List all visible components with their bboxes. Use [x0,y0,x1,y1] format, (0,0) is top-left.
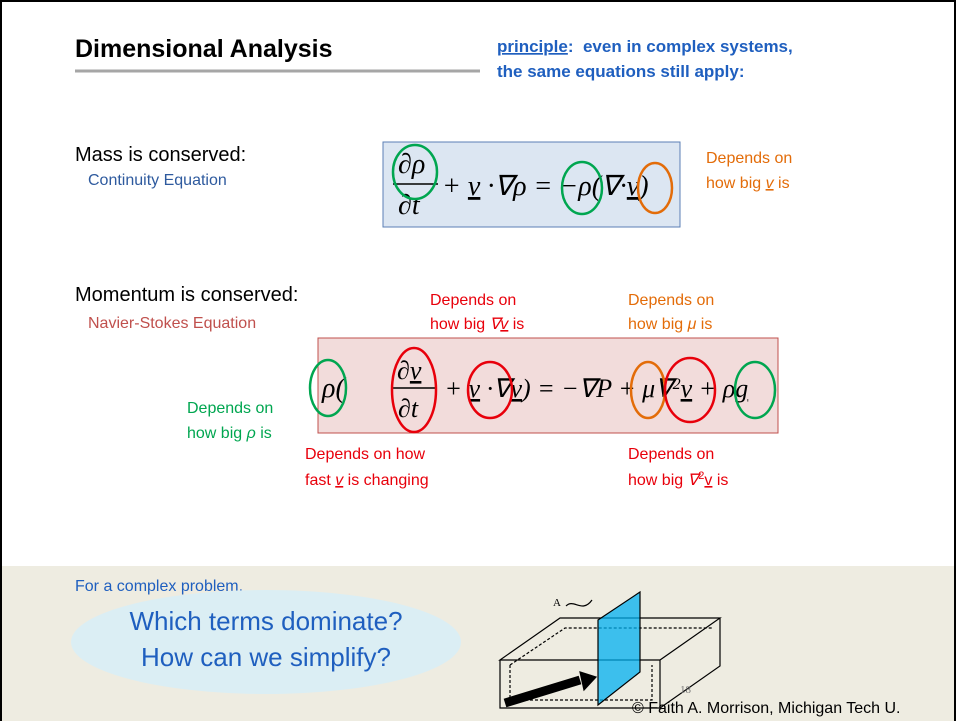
term-circle [636,161,674,215]
eq-term: v [681,374,693,403]
annotation-part: fast [305,472,335,489]
annotation: how big v is [706,175,790,192]
eq-term: v [468,171,481,202]
slide-title: Dimensional Analysis [75,35,333,63]
eq-term: + [438,374,469,403]
equation-terms: + v ·∇v) = −∇P + μ∇2v + ρg [438,374,748,403]
annotation: Depends on how [305,446,426,463]
annotation-part: is [696,316,712,333]
annotation: Depends on [628,292,714,309]
prompt: For a complex problem, [75,578,243,595]
annotation-part: v [704,472,712,489]
eq-term: v [511,374,523,403]
equation-name: Navier-Stokes Equation [88,315,256,332]
term-circle [733,360,777,420]
equation-denominator: ∂t [398,394,419,423]
eq-term: g [735,374,748,403]
cut-plane [597,590,641,707]
term-circle [560,160,604,216]
annotation: fast v is changing [305,472,429,489]
principle-text: : even in complex systems, [568,37,793,56]
eq-term: 2 [673,376,681,393]
channel-diagram [498,590,722,709]
label-leader [565,599,593,607]
equation-lhs: ρ( [321,373,346,404]
eq-term: v [627,171,640,202]
channel-inner [509,627,712,701]
annotation-part: is changing [343,472,428,489]
principle-line: principle: even in complex systems, [497,37,793,56]
annotation-part: how big [430,316,490,333]
annotation: Depends on [628,446,714,463]
annotation-part: ρ [246,425,256,442]
annotation-part: v [766,175,775,192]
annotation-part: how big [628,316,688,333]
annotation: how big ρ is [187,425,272,442]
term-circle [390,346,438,434]
flow-arrowhead [579,671,598,692]
annotation-part: v [500,316,509,333]
question: How can we simplify? [141,642,391,672]
section-heading: Momentum is conserved: [75,284,298,306]
annotation-part: 2 [698,470,704,482]
annotation-part: how big [628,472,688,489]
equation-terms: + v ·∇ρ = −ρ(∇·v) [442,171,649,202]
annotation-part: how big [706,175,766,192]
equation-name: Continuity Equation [88,172,227,189]
eq-term: + [442,171,468,202]
section-heading: Mass is conserved: [75,144,246,166]
eq-term: ·∇ρ = −ρ(∇· [480,171,626,202]
annotation-part: is [508,316,524,333]
flow-arrow [503,675,582,708]
eq-term: ) [637,171,648,202]
annotation-part: μ [687,316,697,333]
annotation: how big μ is [628,316,712,333]
equation-numerator: ∂v [397,356,422,385]
principle-keyword: principle [497,37,568,56]
annotation-part: how big [187,425,247,442]
eq-term: ∂ [397,356,410,385]
annotation-part: is [712,472,728,489]
slide-number: 18 [680,684,692,696]
principle-line: the same equations still apply: [497,62,745,81]
diagram-label: A [553,597,561,609]
annotation-part: is [256,425,272,442]
eq-term: v [410,356,422,385]
term-circle [663,356,717,424]
annotation-part: ∇ [490,316,504,333]
annotation: Depends on [187,400,273,417]
annotation: Depends on [430,292,516,309]
term-circle [466,360,514,420]
term-circle [308,358,348,418]
annotation-part: ∇ [688,472,702,489]
annotation: how big ∇2v is [628,470,728,489]
eq-term: = −∇P + μ∇ [537,374,678,403]
eq-term: ) [520,374,537,403]
annotation-part: is [774,175,790,192]
eq-term: v [469,374,481,403]
term-circle [391,143,439,201]
copyright: © Faith A. Morrison, Michigan Tech U. [632,700,900,717]
question-bubble [71,590,461,694]
annotation: how big ∇v is [430,316,524,333]
annotation: Depends on [706,150,792,167]
question: Which terms dominate? [129,606,402,636]
annotation-part: v [335,472,344,489]
equation-numerator: ∂ρ [398,149,425,180]
